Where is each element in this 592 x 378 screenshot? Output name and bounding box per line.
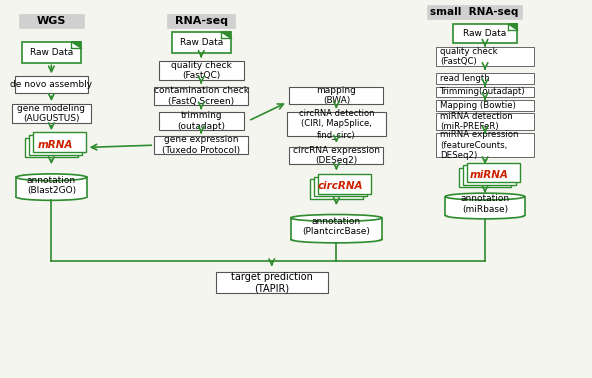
Text: target prediction
(TAPIR): target prediction (TAPIR) <box>231 271 313 293</box>
Text: gene expression
(Tuxedo Protocol): gene expression (Tuxedo Protocol) <box>162 135 240 155</box>
FancyBboxPatch shape <box>12 104 91 123</box>
FancyBboxPatch shape <box>436 100 535 111</box>
Text: read length: read length <box>440 74 490 83</box>
Ellipse shape <box>16 174 86 181</box>
Text: Trimming(outadapt): Trimming(outadapt) <box>440 87 526 96</box>
Text: Raw Data: Raw Data <box>179 38 223 47</box>
FancyBboxPatch shape <box>463 165 516 185</box>
Ellipse shape <box>291 215 382 221</box>
FancyBboxPatch shape <box>459 168 511 187</box>
Ellipse shape <box>445 193 525 200</box>
FancyBboxPatch shape <box>159 112 244 130</box>
FancyBboxPatch shape <box>436 47 535 66</box>
FancyBboxPatch shape <box>216 272 327 293</box>
FancyBboxPatch shape <box>159 61 244 80</box>
Ellipse shape <box>445 212 525 219</box>
Ellipse shape <box>16 194 86 200</box>
FancyBboxPatch shape <box>168 14 235 28</box>
FancyBboxPatch shape <box>318 174 371 194</box>
FancyBboxPatch shape <box>436 133 535 157</box>
Polygon shape <box>221 32 231 38</box>
Polygon shape <box>508 24 517 30</box>
FancyBboxPatch shape <box>29 135 82 155</box>
FancyBboxPatch shape <box>453 24 517 43</box>
Text: RNA-seq: RNA-seq <box>175 16 228 26</box>
Text: Raw Data: Raw Data <box>464 29 507 38</box>
Text: circRNA detection
(CIRI, MapSplice,
find_circ): circRNA detection (CIRI, MapSplice, find… <box>298 109 374 139</box>
Text: miRNA detection
(miR-PREFeR): miRNA detection (miR-PREFeR) <box>440 112 513 132</box>
Text: quality check
(FastQC): quality check (FastQC) <box>440 46 498 66</box>
Text: circRNA: circRNA <box>318 181 363 191</box>
Text: circRNA expression
(DESeq2): circRNA expression (DESeq2) <box>293 146 380 166</box>
Text: gene modeling
(AUGUSTUS): gene modeling (AUGUSTUS) <box>17 104 85 123</box>
Text: Mapping (Bowtie): Mapping (Bowtie) <box>440 101 516 110</box>
Text: Raw Data: Raw Data <box>30 48 73 57</box>
FancyBboxPatch shape <box>25 138 78 157</box>
FancyBboxPatch shape <box>310 179 363 199</box>
Text: miRNA expression
(featureCounts,
DESeq2): miRNA expression (featureCounts, DESeq2) <box>440 130 519 160</box>
Text: trimming
(outadapt): trimming (outadapt) <box>177 111 225 131</box>
Text: annotation
(miRbase): annotation (miRbase) <box>461 194 510 214</box>
FancyBboxPatch shape <box>33 132 86 152</box>
Text: contamination check
(FastQ Screen): contamination check (FastQ Screen) <box>154 86 249 106</box>
Text: mRNA: mRNA <box>38 140 73 150</box>
FancyBboxPatch shape <box>436 73 535 84</box>
FancyBboxPatch shape <box>427 5 522 19</box>
FancyBboxPatch shape <box>19 14 83 28</box>
FancyBboxPatch shape <box>289 147 384 164</box>
FancyBboxPatch shape <box>172 32 231 53</box>
FancyBboxPatch shape <box>436 113 535 130</box>
FancyBboxPatch shape <box>154 87 248 105</box>
FancyBboxPatch shape <box>154 136 248 154</box>
Text: annotation
(Blast2GO): annotation (Blast2GO) <box>27 175 76 195</box>
Text: de novo assembly: de novo assembly <box>10 80 92 89</box>
Text: mapping
(BWA): mapping (BWA) <box>317 85 356 105</box>
Bar <box>291 218 382 240</box>
FancyBboxPatch shape <box>22 42 81 62</box>
Text: small  RNA-seq: small RNA-seq <box>430 7 519 17</box>
FancyBboxPatch shape <box>436 87 535 97</box>
Ellipse shape <box>291 236 382 243</box>
Bar <box>16 177 86 197</box>
FancyBboxPatch shape <box>287 112 386 136</box>
FancyBboxPatch shape <box>467 163 520 182</box>
Bar <box>445 197 525 215</box>
FancyBboxPatch shape <box>289 87 384 104</box>
FancyBboxPatch shape <box>15 76 88 93</box>
Text: quality check
(FastQC): quality check (FastQC) <box>171 60 231 80</box>
FancyBboxPatch shape <box>314 177 367 196</box>
Polygon shape <box>72 42 81 48</box>
Text: miRNA: miRNA <box>469 170 509 180</box>
Text: WGS: WGS <box>37 16 66 26</box>
Text: annotation
(PlantcircBase): annotation (PlantcircBase) <box>303 217 371 237</box>
